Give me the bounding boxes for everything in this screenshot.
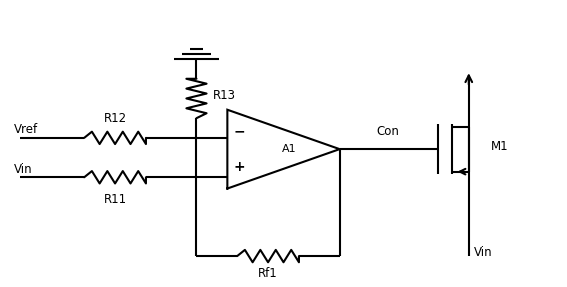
Text: Con: Con xyxy=(376,125,399,138)
Text: Vref: Vref xyxy=(14,123,38,136)
Text: A1: A1 xyxy=(282,144,297,154)
Text: Vin: Vin xyxy=(475,246,493,259)
Text: Rf1: Rf1 xyxy=(258,267,278,280)
Text: R11: R11 xyxy=(104,193,126,206)
Text: R13: R13 xyxy=(213,89,236,102)
Text: +: + xyxy=(234,160,246,174)
Text: −: − xyxy=(234,124,246,138)
Text: R12: R12 xyxy=(104,112,126,125)
Text: M1: M1 xyxy=(491,140,509,153)
Text: Vin: Vin xyxy=(14,163,33,176)
